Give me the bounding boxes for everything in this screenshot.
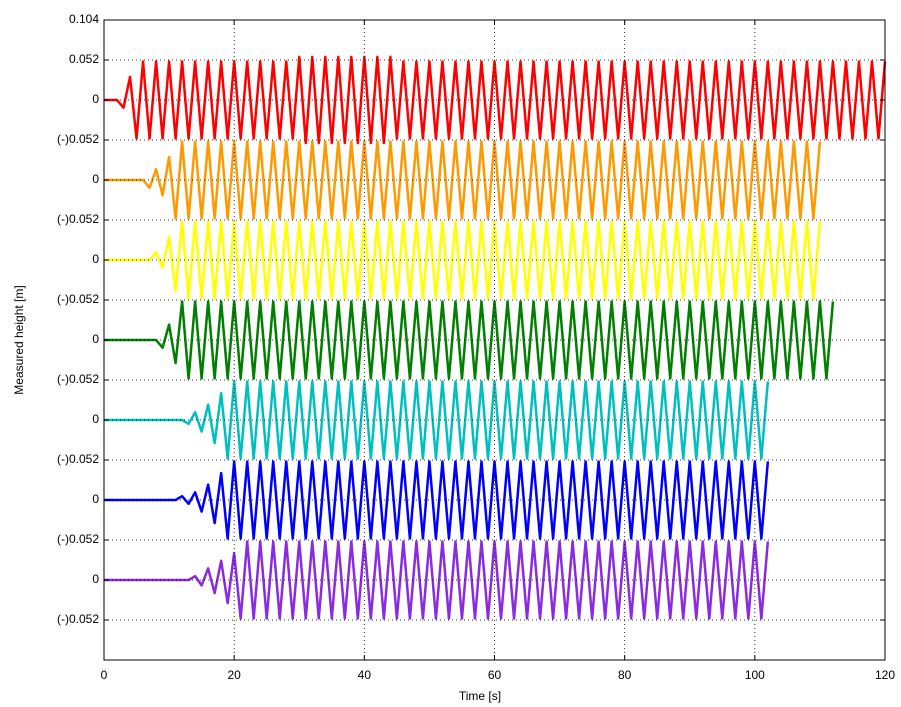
y-tick-label: 0: [92, 412, 99, 426]
y-tick-label: (-)0.052: [57, 612, 99, 626]
y-tick-label: 0: [92, 492, 99, 506]
y-tick-label: 0: [92, 572, 99, 586]
y-tick-label: (-)0.052: [57, 212, 99, 226]
x-tick-label: 80: [618, 668, 632, 682]
y-tick-label: (-)0.052: [57, 132, 99, 146]
y-tick-label: 0.104: [69, 12, 99, 26]
plot-area: [104, 55, 887, 620]
series-line: [104, 55, 887, 145]
y-tick-label: 0: [92, 252, 99, 266]
x-tick-label: 0: [101, 668, 108, 682]
x-tick-label: 100: [745, 668, 765, 682]
y-tick-label: 0: [92, 172, 99, 186]
y-axis-label: Measured height [m]: [12, 285, 26, 394]
y-tick-label: 0: [92, 332, 99, 346]
y-tick-label: (-)0.052: [57, 372, 99, 386]
series-line: [104, 540, 770, 620]
x-tick-label: 60: [488, 668, 502, 682]
x-tick-label: 120: [875, 668, 895, 682]
x-tick-label: 40: [358, 668, 372, 682]
series-line: [104, 140, 822, 220]
series-line: [104, 460, 770, 540]
series-line: [104, 380, 770, 460]
x-axis-label: Time [s]: [459, 689, 501, 703]
series-line: [104, 300, 835, 380]
y-tick-label: (-)0.052: [57, 452, 99, 466]
y-tick-label: (-)0.052: [57, 532, 99, 546]
y-tick-label: 0: [92, 92, 99, 106]
x-tick-label: 20: [227, 668, 241, 682]
y-tick-label: 0.052: [69, 52, 99, 66]
series-line: [104, 220, 822, 300]
y-tick-label: (-)0.052: [57, 292, 99, 306]
plot-frame: [103, 19, 886, 661]
